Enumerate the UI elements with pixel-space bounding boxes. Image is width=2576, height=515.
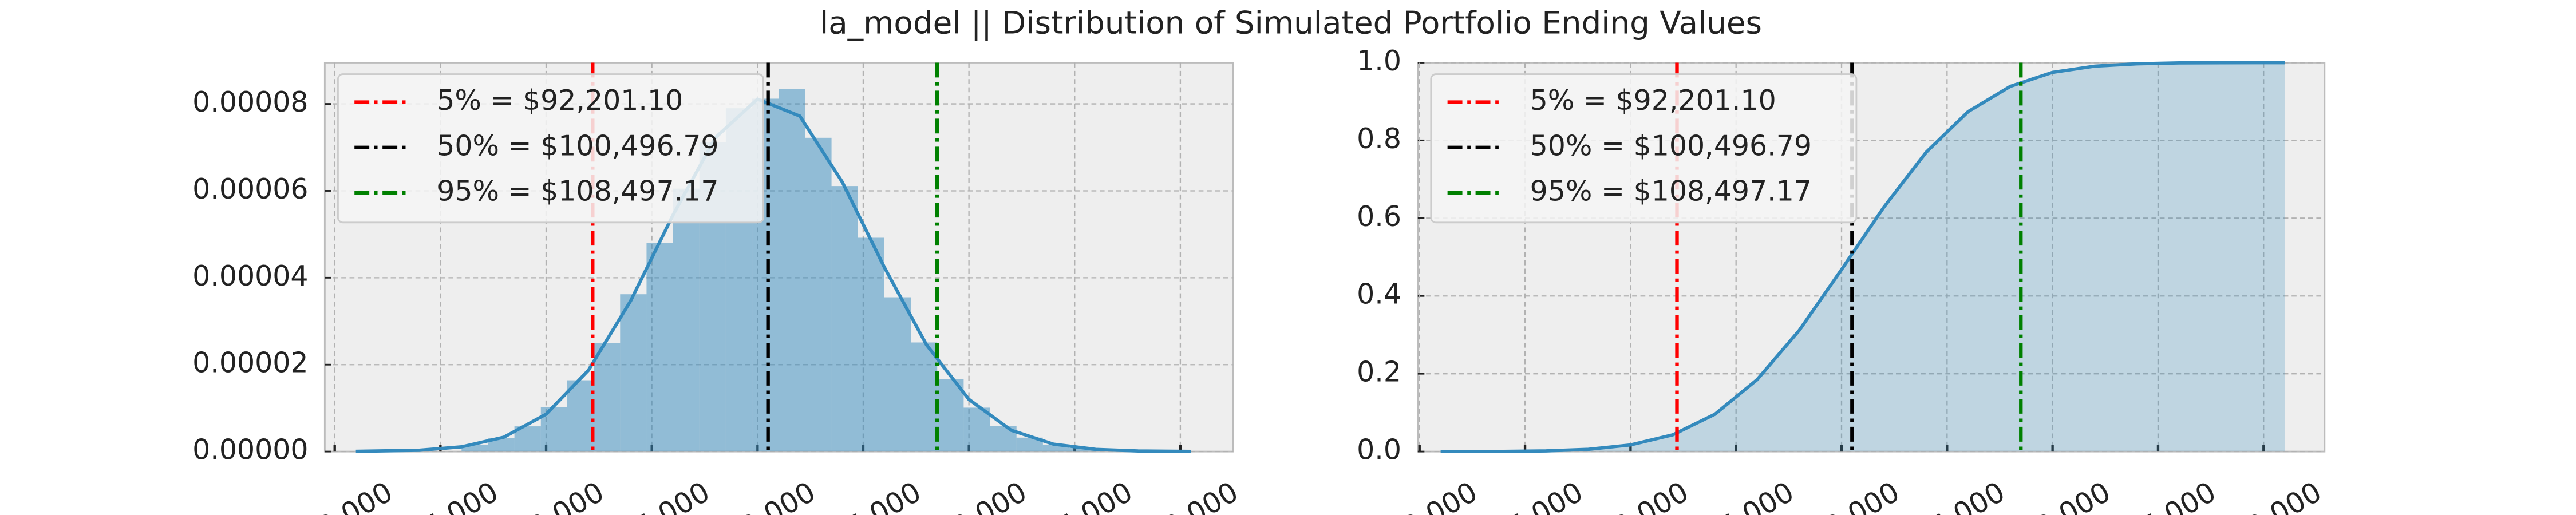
y-tick-label: 0.00006 (192, 173, 308, 205)
x-tick-label: 105,000 (810, 476, 927, 515)
y-tick-label: 0.0 (1357, 434, 1401, 466)
legend-label: 5% = $92,201.10 (437, 84, 683, 117)
legend-box (1430, 73, 1858, 224)
y-tick-label: 0.4 (1357, 278, 1401, 311)
cdf-area (1440, 62, 2285, 452)
x-tick-label: 120,000 (1127, 476, 1244, 515)
x-tick-label: 90,000 (1593, 476, 1694, 515)
histogram-bar (594, 343, 621, 452)
x-tick-label: 80,000 (297, 476, 398, 515)
histogram-bar (963, 407, 990, 452)
x-tick-label: 105,000 (1894, 476, 2010, 515)
y-tick-label: 0.00004 (192, 260, 308, 292)
cdf-line (1440, 61, 2285, 453)
histogram-bar (620, 294, 647, 452)
histogram-bar (805, 137, 832, 452)
figure-title: la_model || Distribution of Simulated Po… (820, 4, 1762, 41)
histogram-bar (779, 89, 805, 452)
x-tick-label: 115,000 (1021, 476, 1138, 515)
y-tick-label: 1.0 (1357, 45, 1401, 77)
x-tick-label: 85,000 (402, 476, 504, 515)
histogram-bar (567, 380, 594, 452)
legend-label: 50% = $100,496.79 (437, 129, 718, 162)
y-tick-label: 0.6 (1357, 200, 1401, 233)
legend-box (337, 73, 764, 224)
x-tick-label: 95,000 (1698, 476, 1800, 515)
x-tick-label: 110,000 (1999, 476, 2116, 515)
histogram-bar (1069, 448, 1096, 452)
histogram-bar (673, 188, 700, 452)
histogram-bar (937, 379, 964, 452)
y-tick-label: 0.00008 (192, 86, 308, 118)
kde-line (355, 97, 1191, 453)
x-tick-label: 80,000 (1382, 476, 1483, 515)
y-tick-label: 0.00002 (192, 347, 308, 379)
y-tick-label: 0.8 (1357, 122, 1401, 155)
x-tick-label: 100,000 (1788, 476, 1905, 515)
legend-label: 95% = $108,497.17 (437, 175, 718, 207)
y-tick-label: 0.00000 (192, 434, 308, 466)
x-tick-label: 120,000 (2210, 476, 2327, 515)
histogram-bar (646, 243, 673, 452)
legend-label: 5% = $92,201.10 (1530, 84, 1776, 117)
x-tick-label: 115,000 (2105, 476, 2222, 515)
x-tick-label: 100,000 (704, 476, 821, 515)
x-tick-label: 110,000 (915, 476, 1032, 515)
y-tick-label: 0.2 (1357, 356, 1401, 389)
histogram-bar (911, 342, 938, 452)
histogram-bar (884, 297, 911, 452)
histogram-bar (488, 438, 515, 452)
x-tick-label: 90,000 (508, 476, 610, 515)
x-tick-label: 85,000 (1487, 476, 1589, 515)
legend-label: 50% = $100,496.79 (1530, 129, 1812, 162)
legend-label: 95% = $108,497.17 (1530, 175, 1812, 207)
x-tick-label: 95,000 (614, 476, 715, 515)
histogram-bar (831, 186, 858, 452)
histogram-bar (858, 237, 884, 452)
